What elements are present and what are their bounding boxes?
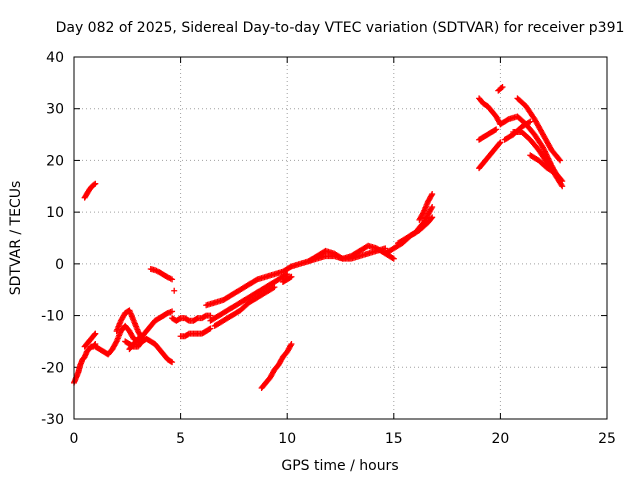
y-tick-label: -10 xyxy=(41,309,64,325)
series-track-q xyxy=(258,341,295,391)
data-point xyxy=(270,284,277,291)
data-point xyxy=(92,330,99,337)
series-track-v xyxy=(416,191,436,223)
data-point xyxy=(557,157,564,164)
data-point xyxy=(428,205,435,212)
series-track-x xyxy=(476,126,500,143)
data-point xyxy=(428,192,435,199)
data-point xyxy=(493,126,500,133)
data-point xyxy=(499,83,506,90)
y-tick-label: 10 xyxy=(46,205,64,221)
data-point xyxy=(284,271,291,278)
data-point xyxy=(207,325,214,332)
data-point xyxy=(496,140,503,147)
y-tick-label: 40 xyxy=(46,50,64,66)
series-track-ae xyxy=(527,152,566,185)
data-point xyxy=(389,254,396,261)
data-point xyxy=(91,331,98,338)
data-point xyxy=(556,156,563,163)
series-track-h xyxy=(147,266,176,283)
y-tick-label: 30 xyxy=(46,102,64,118)
series-track-ad xyxy=(501,118,534,143)
data-point xyxy=(92,180,99,187)
plot-frame xyxy=(73,56,608,420)
x-tick-label: 20 xyxy=(491,431,509,447)
series-track-b xyxy=(81,330,99,350)
y-tick-label: 0 xyxy=(55,257,64,273)
series-track-m xyxy=(203,263,295,309)
series-track-l xyxy=(177,325,214,340)
y-tick-label: -30 xyxy=(41,412,64,428)
data-point xyxy=(91,181,98,188)
data-point xyxy=(498,84,505,91)
series-track-p xyxy=(279,273,295,285)
series-track-j xyxy=(171,287,178,294)
data-point xyxy=(287,342,294,349)
series-track-s xyxy=(305,242,397,265)
x-tick-label: 0 xyxy=(70,431,79,447)
data-point xyxy=(527,118,534,125)
data-point xyxy=(429,214,436,221)
series-track-o xyxy=(211,284,278,329)
data-point xyxy=(558,177,565,184)
data-point xyxy=(207,312,214,319)
data-point xyxy=(169,276,176,283)
series-track-c xyxy=(81,180,99,201)
data-point xyxy=(497,139,504,146)
x-tick-label: 15 xyxy=(385,431,403,447)
data-points xyxy=(71,83,566,391)
x-tick-label: 10 xyxy=(278,431,296,447)
data-point xyxy=(419,210,426,217)
series-track-w xyxy=(476,95,504,128)
data-point xyxy=(169,359,176,366)
data-point xyxy=(559,178,566,185)
series-track-k xyxy=(169,312,214,324)
data-point xyxy=(390,255,397,262)
series-track-ab xyxy=(514,95,564,164)
data-point xyxy=(559,183,566,190)
chart-title: Day 082 of 2025, Sidereal Day-to-day VTE… xyxy=(56,20,625,36)
y-axis-title: SDTVAR / TECUs xyxy=(8,181,24,296)
series-track-n xyxy=(207,271,291,324)
y-tick-label: -20 xyxy=(41,360,64,376)
data-point xyxy=(288,341,295,348)
data-point xyxy=(288,273,295,280)
data-point xyxy=(526,119,533,126)
data-point xyxy=(429,191,436,198)
series-track-y xyxy=(476,139,504,172)
series-track-i xyxy=(160,308,176,319)
data-point xyxy=(271,284,278,291)
data-point xyxy=(428,215,435,222)
axis-ticks: -30 -20 -10 0 10 20 30 40 0 5 10 15 20 25 xyxy=(41,50,616,447)
data-point xyxy=(112,339,119,346)
y-tick-label: 20 xyxy=(46,153,64,169)
data-point xyxy=(429,203,436,210)
x-axis-title: GPS time / hours xyxy=(281,458,398,474)
series-track-z xyxy=(495,83,506,94)
data-point xyxy=(171,287,178,294)
data-point xyxy=(282,271,289,278)
data-point xyxy=(169,308,176,315)
series-track-u xyxy=(395,203,436,247)
x-tick-label: 25 xyxy=(598,431,616,447)
data-point xyxy=(382,245,389,252)
x-tick-label: 5 xyxy=(176,431,185,447)
